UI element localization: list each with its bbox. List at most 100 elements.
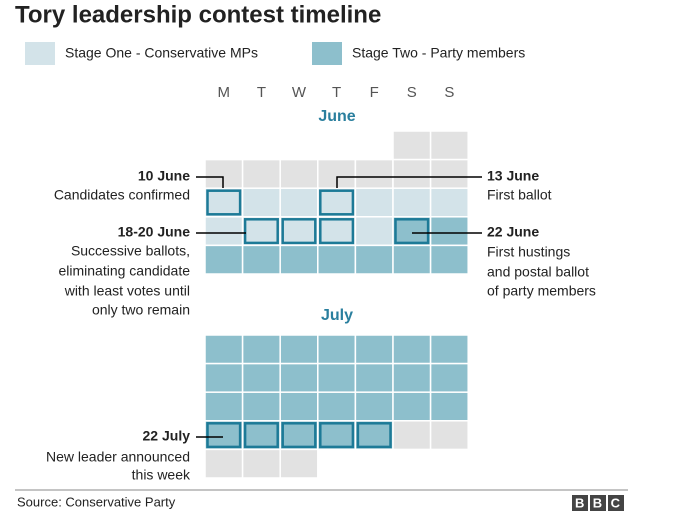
day-cell: [241, 334, 281, 365]
day-cell: [354, 244, 394, 275]
logo-block: [572, 495, 588, 511]
annotation-text: this week: [132, 467, 191, 483]
weekday-label: F: [370, 84, 379, 101]
annotation-text: Successive ballots,: [71, 243, 190, 259]
day-cell: [204, 334, 244, 365]
day-cell: [279, 420, 319, 451]
day-cell: [204, 420, 244, 451]
legend-label: Stage One - Conservative MPs: [65, 45, 258, 61]
day-cell: [241, 420, 281, 451]
day-cell: [354, 334, 394, 365]
day-cell: [317, 420, 357, 451]
day-cell: [279, 334, 319, 365]
day-cell: [429, 187, 469, 218]
month-label: July: [321, 307, 353, 324]
day-cell: [392, 158, 432, 189]
day-cell: [354, 391, 394, 422]
annotation-title: 22 June: [487, 224, 539, 240]
day-cell: [392, 187, 432, 218]
day-cell: [392, 420, 432, 451]
legend-swatch: [312, 42, 342, 65]
day-cell: [204, 391, 244, 422]
highlight-box: [394, 218, 430, 245]
annotation-text: and postal ballot: [487, 264, 589, 280]
day-cell: [429, 362, 469, 393]
day-cell: [392, 130, 432, 161]
annotation-title: 10 June: [138, 168, 190, 184]
day-cell: [241, 187, 281, 218]
day-cell: [317, 187, 357, 218]
annotation-text: Candidates confirmed: [54, 187, 190, 203]
day-cell: [392, 362, 432, 393]
day-cell: [241, 244, 281, 275]
leader-line: [336, 176, 482, 188]
highlight-box: [356, 422, 392, 449]
day-cell: [429, 158, 469, 189]
logo-block: [590, 495, 606, 511]
highlight-box: [206, 422, 242, 449]
day-cell: [317, 391, 357, 422]
day-cell: [241, 362, 281, 393]
logo: BBC: [572, 495, 627, 511]
highlight-box: [243, 422, 279, 449]
day-cell: [241, 391, 281, 422]
source: Source: Conservative Party: [17, 494, 176, 509]
day-cell: [279, 216, 319, 247]
day-cell: [354, 420, 394, 451]
weekday-label: S: [444, 84, 454, 101]
day-cell: [241, 158, 281, 189]
leader-line: [196, 176, 224, 188]
legend-label: Stage Two - Party members: [352, 45, 525, 61]
annotation-text: New leader announced: [46, 449, 190, 465]
day-cell: [204, 187, 244, 218]
annotation-title: 22 July: [143, 428, 191, 444]
day-cell: [392, 391, 432, 422]
highlight-box: [319, 218, 355, 245]
annotation-text: of party members: [487, 283, 596, 299]
day-cell: [354, 187, 394, 218]
weekday-label: W: [292, 84, 307, 101]
highlight-box: [319, 189, 355, 216]
title: Tory leadership contest timeline: [15, 1, 381, 28]
day-cell: [241, 448, 281, 479]
logo-text: BBC: [575, 495, 627, 510]
day-cell: [279, 362, 319, 393]
day-cell: [317, 216, 357, 247]
day-cell: [204, 216, 244, 247]
legend-swatch: [25, 42, 55, 65]
day-cell: [279, 244, 319, 275]
day-cell: [279, 448, 319, 479]
day-cell: [392, 244, 432, 275]
logo-block: [608, 495, 624, 511]
day-cell: [429, 334, 469, 365]
day-cell: [279, 158, 319, 189]
day-cell: [279, 187, 319, 218]
weekday-label: S: [407, 84, 417, 101]
day-cell: [429, 391, 469, 422]
day-cell: [354, 216, 394, 247]
day-cell: [429, 420, 469, 451]
day-cell: [392, 216, 432, 247]
day-cell: [429, 130, 469, 161]
weekday-label: T: [332, 84, 341, 101]
annotation-title: 13 June: [487, 168, 539, 184]
day-cell: [317, 244, 357, 275]
day-cell: [204, 244, 244, 275]
day-cell: [279, 391, 319, 422]
day-cell: [317, 334, 357, 365]
highlight-box: [206, 189, 242, 216]
day-cell: [204, 362, 244, 393]
annotation-text: only two remain: [92, 302, 190, 318]
month-label: June: [318, 108, 355, 125]
day-cell: [317, 362, 357, 393]
weekday-label: T: [257, 84, 266, 101]
highlight-box: [319, 422, 355, 449]
highlight-box: [243, 218, 279, 245]
day-cell: [429, 244, 469, 275]
annotation-text: eliminating candidate: [58, 263, 190, 279]
day-cell: [354, 158, 394, 189]
annotation-title: 18-20 June: [118, 224, 191, 240]
day-cell: [204, 158, 244, 189]
annotation-text: First hustings: [487, 244, 570, 260]
